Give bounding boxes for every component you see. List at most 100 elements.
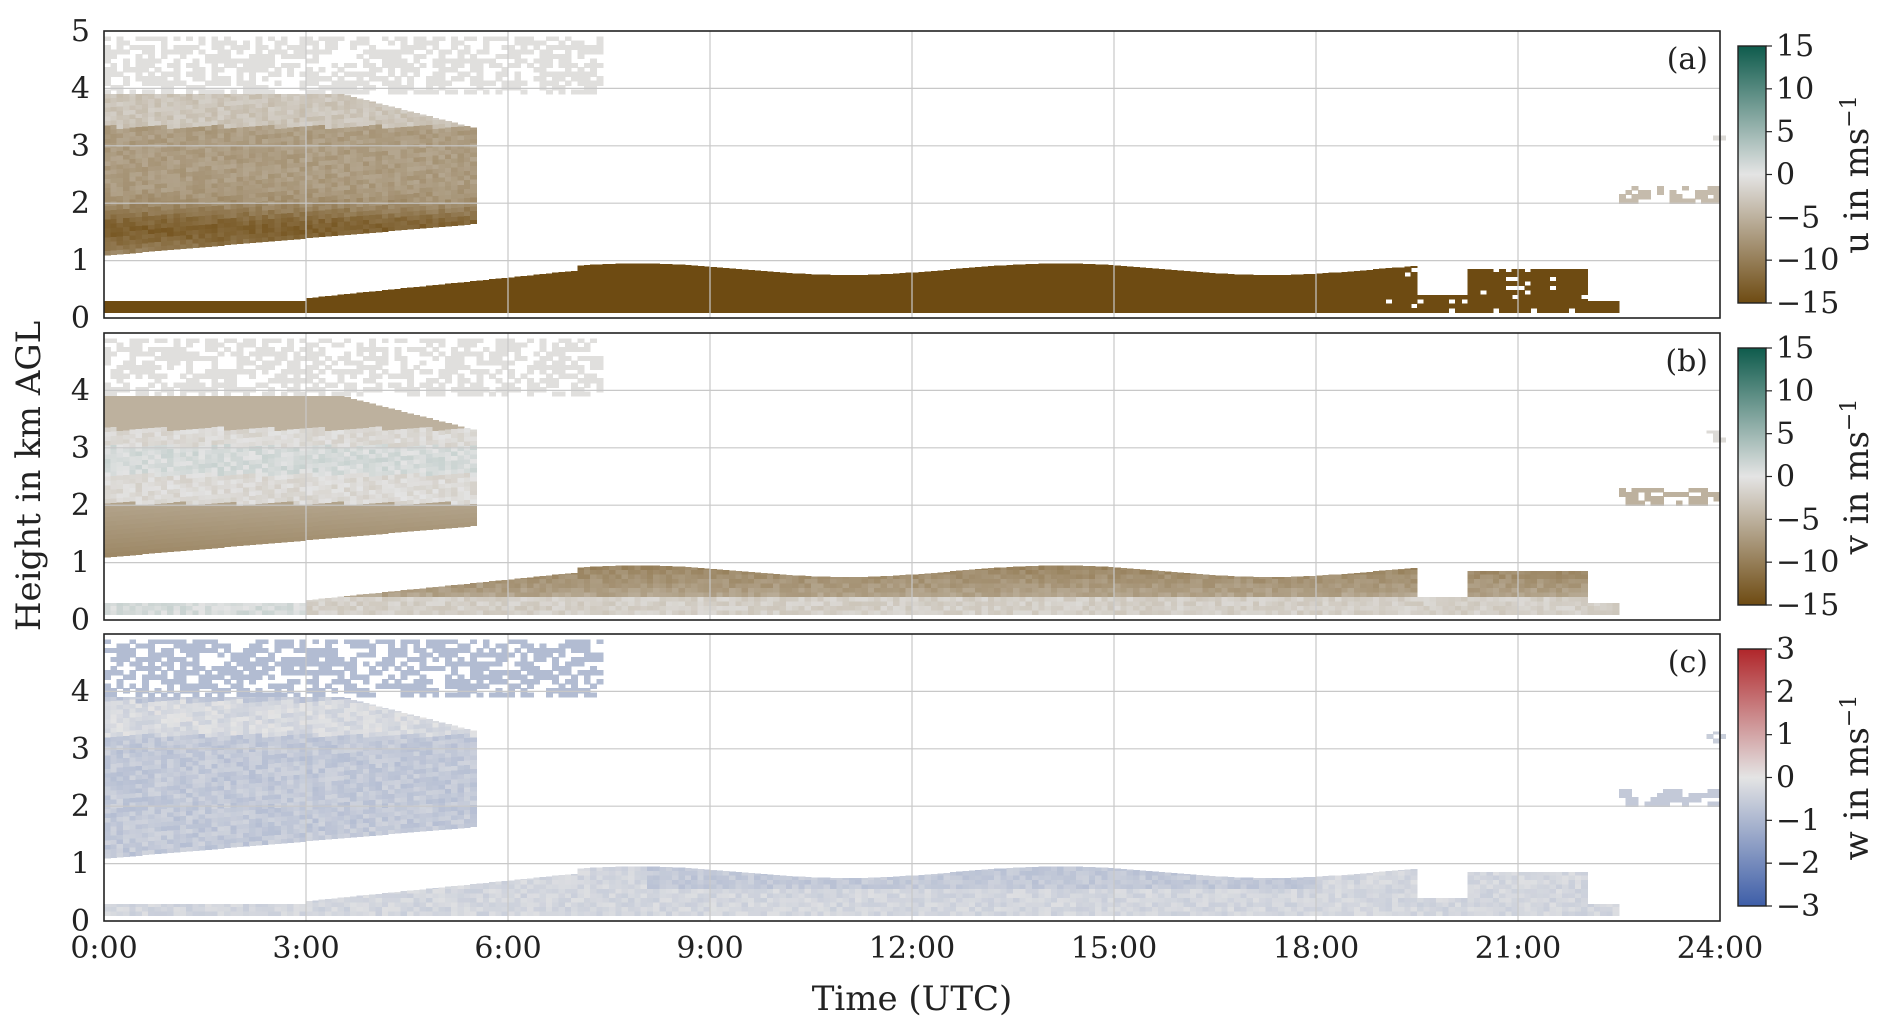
heatmap-cell — [268, 364, 276, 370]
heatmap-cell — [1000, 298, 1008, 304]
heatmap-cell — [186, 338, 193, 343]
heatmap-cell — [811, 294, 818, 300]
heatmap-cell — [508, 62, 515, 68]
heatmap-cell — [312, 165, 320, 171]
heatmap-cell — [331, 127, 339, 133]
heatmap-cell — [710, 280, 717, 286]
heatmap-cell — [501, 85, 509, 91]
heatmap-cell — [223, 150, 231, 156]
heatmap-cell — [249, 166, 257, 172]
heatmap-cell — [419, 53, 427, 59]
heatmap-cell — [425, 173, 433, 179]
heatmap-cell — [552, 364, 560, 370]
heatmap-cell — [331, 208, 339, 214]
heatmap-cell — [1170, 303, 1178, 309]
heatmap-cell — [400, 355, 408, 361]
heatmap-cell — [375, 49, 383, 55]
heatmap-cell — [350, 202, 358, 208]
heatmap-cell — [268, 160, 276, 166]
heatmap-cell — [135, 117, 143, 123]
heatmap-cell — [571, 71, 579, 77]
heatmap-cell — [899, 294, 907, 300]
heatmap-cell — [691, 303, 698, 309]
heatmap-cell — [609, 307, 616, 313]
heatmap-cell — [1473, 269, 1481, 273]
heatmap-cell — [413, 219, 421, 225]
heatmap-cell — [324, 191, 332, 197]
heatmap-cell — [514, 80, 522, 86]
heatmap-cell — [211, 76, 219, 82]
heatmap-cell — [438, 285, 446, 291]
heatmap-cell — [274, 182, 282, 188]
heatmap-cell — [192, 198, 200, 204]
heatmap-cell — [261, 369, 269, 375]
heatmap-cell — [526, 382, 534, 388]
heatmap-cell — [249, 175, 257, 181]
heatmap-cell — [287, 53, 294, 59]
heatmap-cell — [1063, 307, 1071, 313]
heatmap-cell — [217, 342, 225, 348]
heatmap-cell — [261, 115, 269, 121]
heatmap-cell — [987, 294, 995, 300]
heatmap-cell — [545, 276, 553, 282]
heatmap-cell — [1341, 294, 1349, 300]
heatmap-cell — [1353, 294, 1361, 300]
heatmap-cell — [179, 391, 187, 397]
heatmap-cell — [268, 133, 276, 139]
heatmap-cell — [186, 387, 193, 393]
heatmap-cell — [1069, 271, 1077, 277]
heatmap-cell — [1536, 294, 1544, 300]
heatmap-cell — [343, 80, 351, 86]
heatmap-cell — [223, 159, 231, 165]
heatmap-cell — [514, 387, 522, 393]
heatmap-cell — [571, 40, 579, 46]
heatmap-cell — [280, 303, 288, 309]
heatmap-cell — [508, 285, 515, 291]
heatmap-cell — [1593, 303, 1601, 309]
heatmap-cell — [1467, 285, 1475, 291]
heatmap-cell — [205, 89, 212, 95]
heatmap-cell — [375, 298, 383, 304]
heatmap-cell — [590, 360, 597, 366]
heatmap-cell — [1151, 289, 1159, 295]
heatmap-cell — [1126, 271, 1134, 277]
heatmap-cell — [205, 300, 212, 304]
heatmap-cell — [211, 94, 219, 99]
heatmap-cell — [116, 387, 124, 393]
heatmap-cell — [179, 234, 187, 241]
heatmap-cell — [135, 346, 143, 352]
heatmap-cell — [583, 342, 591, 348]
heatmap-cell — [255, 382, 263, 388]
heatmap-cell — [318, 298, 326, 304]
heatmap-cell — [609, 289, 616, 295]
heatmap-cell — [451, 175, 459, 182]
heatmap-cell — [1600, 300, 1607, 304]
heatmap-cell — [110, 119, 118, 125]
heatmap-cell — [249, 193, 257, 199]
heatmap-cell — [848, 274, 856, 277]
heatmap-cell — [369, 369, 377, 375]
heatmap-cell — [1347, 276, 1355, 282]
heatmap-cell — [451, 140, 459, 146]
heatmap-cell — [912, 272, 919, 277]
heatmap-cell — [407, 175, 414, 181]
heatmap-cell — [324, 364, 332, 370]
heatmap-cell — [173, 168, 181, 174]
heatmap-cell — [432, 155, 440, 161]
heatmap-cell — [337, 307, 345, 313]
heatmap-cell — [684, 267, 692, 273]
heatmap-cell — [394, 62, 402, 68]
heatmap-cell — [350, 135, 358, 141]
heatmap-cell — [419, 115, 427, 121]
heatmap-cell — [590, 303, 597, 309]
heatmap-cell — [1612, 303, 1620, 309]
heatmap-cell — [141, 166, 149, 172]
heatmap-cell — [583, 303, 591, 309]
heatmap-cell — [135, 76, 143, 82]
heatmap-cell — [1593, 300, 1601, 304]
heatmap-cell — [564, 373, 572, 379]
heatmap-cell — [186, 207, 193, 213]
heatmap-cell — [261, 44, 269, 50]
heatmap-cell — [122, 235, 130, 241]
heatmap-cell — [1227, 285, 1235, 291]
